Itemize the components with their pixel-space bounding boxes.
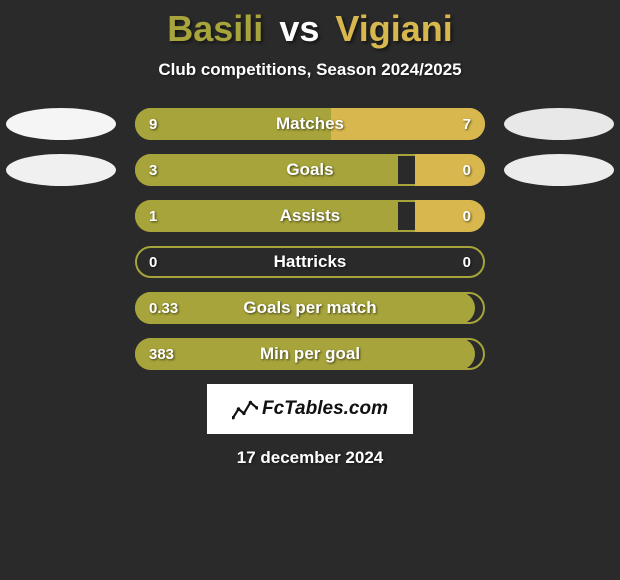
date: 17 december 2024 — [0, 448, 620, 468]
watermark-text: FcTables.com — [262, 398, 388, 420]
stat-label: Goals per match — [135, 292, 485, 324]
stat-value-right: 0 — [463, 200, 471, 232]
stat-value-left: 1 — [149, 200, 157, 232]
stat-row: Goals per match0.33 — [135, 292, 485, 324]
stat-value-right: 0 — [463, 246, 471, 278]
stats-chart: Matches97Goals30Assists10Hattricks00Goal… — [0, 108, 620, 370]
stat-row: Goals3 0 — [135, 154, 485, 186]
stat-value-left: 3 — [149, 154, 157, 186]
stat-value-right: 7 — [463, 108, 471, 140]
stat-label: Min per goal — [135, 338, 485, 370]
stat-value-right: 0 — [463, 154, 471, 186]
stat-label: Matches — [135, 108, 485, 140]
stat-value-left: 0 — [149, 246, 157, 278]
stat-row: Min per goal383 — [135, 338, 485, 370]
comparison-title: Basili vs Vigiani — [0, 0, 620, 50]
stat-value-left: 0.33 — [149, 292, 178, 324]
fctables-logo-icon — [232, 398, 258, 420]
stat-row: Matches9 7 — [135, 108, 485, 140]
stat-label: Hattricks — [135, 246, 485, 278]
team-badge-right-2 — [504, 154, 614, 186]
stat-value-left: 9 — [149, 108, 157, 140]
watermark: FcTables.com — [207, 384, 413, 434]
team-badge-left-2 — [6, 154, 116, 186]
stat-row: Assists1 0 — [135, 200, 485, 232]
team-badge-right-1 — [504, 108, 614, 140]
subtitle: Club competitions, Season 2024/2025 — [0, 60, 620, 80]
player2-name: Vigiani — [335, 8, 452, 49]
team-badge-left-1 — [6, 108, 116, 140]
stat-row: Hattricks0 0 — [135, 246, 485, 278]
stat-label: Goals — [135, 154, 485, 186]
vs-separator: vs — [279, 8, 319, 49]
stat-label: Assists — [135, 200, 485, 232]
stat-value-left: 383 — [149, 338, 174, 370]
player1-name: Basili — [167, 8, 263, 49]
